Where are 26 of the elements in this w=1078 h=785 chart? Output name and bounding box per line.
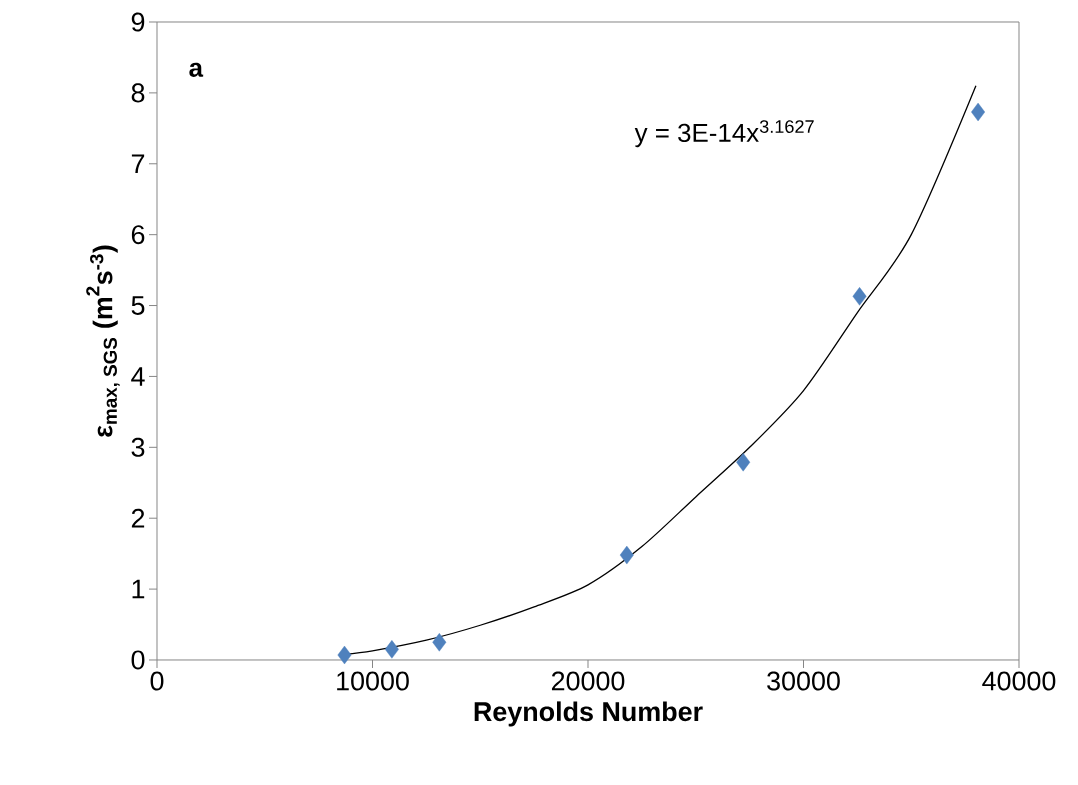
annotation: y = 3E-14x$^{3.1627}$ bbox=[634, 120, 814, 148]
point bbox=[971, 102, 986, 122]
x-axis-title: Reynolds Number bbox=[474, 701, 703, 727]
y-tick-label: 0 bbox=[131, 650, 145, 670]
y-tick-label: 2 bbox=[131, 508, 145, 528]
y-tick-label: 1 bbox=[132, 579, 145, 599]
point bbox=[852, 287, 867, 306]
annotation: a bbox=[189, 62, 204, 77]
x-tick-label: 40000 bbox=[982, 671, 1056, 691]
x-tick-label: 30000 bbox=[767, 671, 840, 691]
point bbox=[337, 645, 352, 665]
y-tick-label: 7 bbox=[131, 154, 145, 174]
x-tick-label: 10000 bbox=[337, 671, 409, 691]
y-tick-label: 9 bbox=[131, 12, 145, 32]
y-tick-label: 4 bbox=[131, 367, 145, 386]
y-tick-label: 5 bbox=[131, 296, 145, 315]
y-tick-label: 6 bbox=[131, 225, 145, 245]
y-tick-label: 3 bbox=[131, 437, 145, 457]
y-axis-title: $\textbf{ε}_{\textbf{max, SGS}}\textbf{ (m}^{\textbf{2}}\textbf{s}^{\textbf{-3}}\textbf{)}$ bbox=[86, 245, 120, 437]
point bbox=[384, 640, 399, 659]
x-tick-label: 20000 bbox=[551, 671, 625, 691]
y-tick-label: 8 bbox=[131, 83, 145, 103]
point bbox=[619, 545, 634, 565]
point bbox=[736, 453, 751, 472]
x-tick-label: 0 bbox=[150, 671, 164, 691]
point bbox=[432, 633, 447, 652]
